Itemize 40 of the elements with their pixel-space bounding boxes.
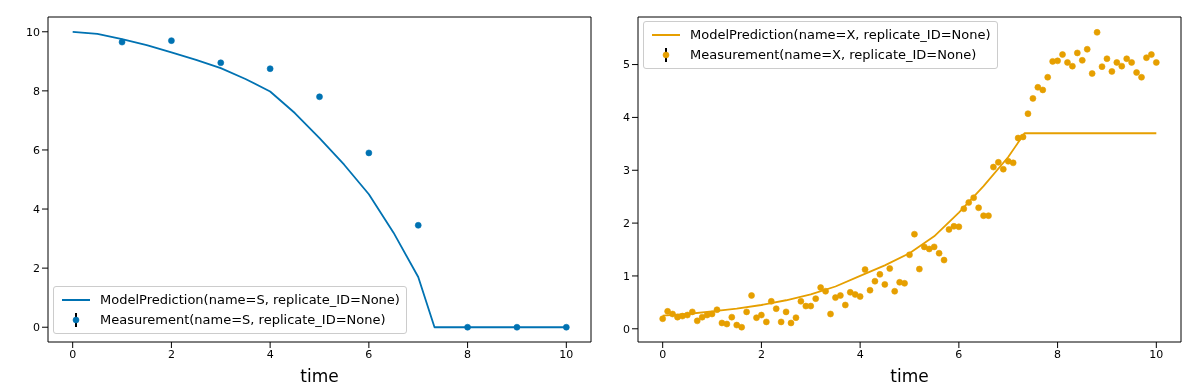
y-tick-label: 6: [33, 143, 40, 157]
point: [217, 59, 225, 67]
y-tick-label: 1: [623, 269, 630, 283]
y-tick-label: 2: [33, 262, 40, 276]
point: [316, 93, 323, 101]
x-tick-label: 2: [757, 347, 765, 361]
y-tick-label: 3: [623, 164, 630, 178]
x-tick-label: 8: [1054, 347, 1062, 361]
x-tick-label: 0: [659, 347, 667, 361]
y-tick-label: 4: [33, 202, 40, 216]
legend-label: ModelPrediction(name=S, replicate_ID=None): [100, 291, 400, 309]
point: [118, 38, 126, 46]
x-tick-label: 4: [266, 347, 274, 361]
point: [266, 65, 274, 72]
x-tick-label: 8: [464, 347, 472, 361]
x-tick-label: 2: [167, 347, 175, 361]
x-tick-label: 4: [856, 347, 864, 361]
y-tick-label: 5: [623, 58, 630, 72]
legend-label: ModelPrediction(name=X, replicate_ID=None): [690, 26, 991, 44]
point: [365, 149, 373, 157]
legend-label: Measurement(name=X, replicate_ID=None): [690, 46, 977, 64]
legend-label: Measurement(name=S, replicate_ID=None): [100, 311, 386, 329]
point: [563, 323, 570, 331]
x-tick-label: 6: [365, 347, 373, 361]
point: [464, 323, 471, 331]
x-axis-title: time: [300, 366, 339, 386]
y-tick-label: 4: [623, 111, 630, 125]
point: [168, 37, 175, 44]
point: [414, 222, 422, 229]
y-tick-label: 0: [33, 321, 40, 335]
y-tick-label: 2: [623, 217, 630, 230]
x-axis-title: time: [890, 366, 929, 386]
y-tick-label: 8: [33, 84, 40, 98]
x-tick-label: 0: [69, 347, 77, 361]
x-tick-label: 10: [1149, 347, 1164, 361]
point: [513, 323, 521, 331]
y-tick-label: 0: [623, 322, 630, 336]
y-tick-label: 10: [26, 25, 40, 39]
x-tick-label: 6: [955, 347, 963, 361]
x-tick-label: 10: [559, 347, 574, 361]
